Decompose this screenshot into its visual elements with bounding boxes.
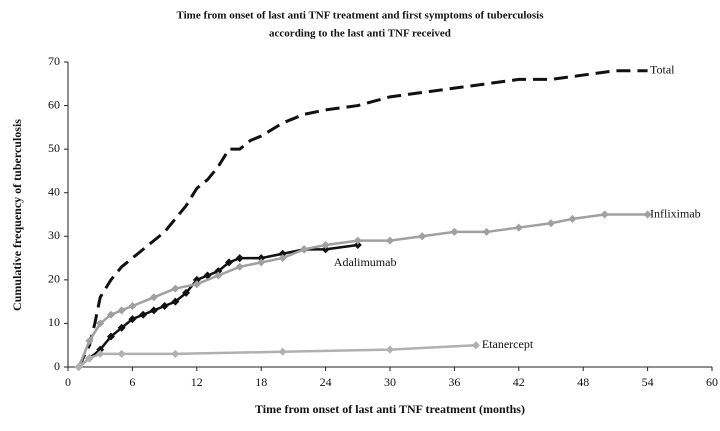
point-marker	[85, 336, 94, 345]
y-tick-label: 0	[54, 359, 60, 373]
point-marker	[278, 347, 287, 356]
point-marker	[353, 236, 362, 245]
point-marker	[278, 254, 287, 263]
point-marker	[85, 354, 94, 363]
point-marker	[321, 241, 330, 249]
series-line	[77, 243, 358, 368]
x-tick-label: 30	[384, 375, 396, 389]
series-label: Adalimumab	[334, 255, 397, 269]
series-label: Total	[650, 62, 675, 76]
point-marker	[278, 249, 287, 258]
y-tick-label: 50	[48, 141, 60, 155]
x-tick-label: 18	[255, 375, 267, 389]
point-marker	[160, 302, 169, 310]
point-marker	[106, 310, 115, 319]
x-tick-label: 54	[642, 375, 654, 389]
point-marker	[192, 280, 201, 289]
point-marker	[128, 302, 137, 310]
point-marker	[235, 262, 244, 271]
y-tick-label: 40	[48, 184, 60, 198]
point-marker	[257, 258, 266, 267]
x-tick-label: 48	[577, 375, 589, 389]
series-line	[77, 343, 476, 368]
point-marker	[149, 293, 158, 302]
point-marker	[300, 245, 309, 254]
x-tick-label: 60	[706, 375, 718, 389]
y-tick-label: 10	[48, 315, 60, 329]
point-marker	[203, 271, 212, 280]
chart-subtitle: according to the last anti TNF received	[269, 28, 451, 40]
point-marker	[450, 227, 459, 236]
point-marker	[117, 306, 126, 315]
x-tick-label: 0	[65, 375, 71, 389]
point-marker	[117, 349, 126, 358]
y-tick-label: 60	[48, 97, 60, 111]
x-tick-label: 36	[448, 375, 460, 389]
point-marker	[117, 323, 126, 332]
point-marker	[171, 284, 180, 293]
x-axis-label: Time from onset of last anti TNF treatme…	[255, 402, 525, 416]
point-marker	[418, 232, 427, 241]
chart-title: Time from onset of last anti TNF treatme…	[176, 10, 544, 22]
point-marker	[321, 245, 330, 254]
point-marker	[514, 223, 523, 232]
point-marker	[482, 227, 491, 236]
series-label: Infliximab	[650, 206, 701, 220]
series-line	[77, 213, 648, 368]
point-marker	[96, 345, 105, 354]
y-tick-label: 20	[48, 272, 60, 286]
x-tick-label: 6	[129, 375, 135, 389]
point-marker	[149, 306, 158, 315]
point-marker	[225, 258, 233, 267]
point-marker	[139, 310, 148, 319]
point-marker	[568, 214, 577, 223]
series-label: Etanercept	[482, 337, 534, 351]
point-marker	[257, 254, 266, 263]
point-marker	[600, 210, 609, 219]
point-marker	[235, 254, 244, 263]
point-marker	[96, 319, 105, 328]
y-tick-label: 70	[48, 54, 60, 68]
point-marker	[171, 297, 180, 306]
point-marker	[171, 349, 180, 358]
point-marker	[128, 315, 137, 324]
y-tick-label: 30	[48, 228, 60, 242]
point-marker	[386, 236, 394, 245]
point-marker	[386, 345, 394, 354]
point-marker	[106, 332, 115, 341]
point-marker	[214, 267, 223, 276]
point-marker	[74, 363, 83, 371]
point-marker	[353, 241, 362, 249]
x-tick-label: 12	[191, 375, 203, 389]
x-tick-label: 42	[513, 375, 525, 389]
point-marker	[214, 271, 223, 280]
point-marker	[96, 349, 105, 358]
x-tick-label: 24	[320, 375, 332, 389]
series-line	[77, 69, 648, 368]
point-marker	[547, 219, 555, 228]
point-marker	[643, 210, 652, 219]
point-marker	[471, 341, 480, 350]
point-marker	[192, 275, 201, 284]
y-axis-label: Cumulative frequency of tuberculosis	[10, 119, 24, 311]
point-marker	[182, 288, 191, 297]
